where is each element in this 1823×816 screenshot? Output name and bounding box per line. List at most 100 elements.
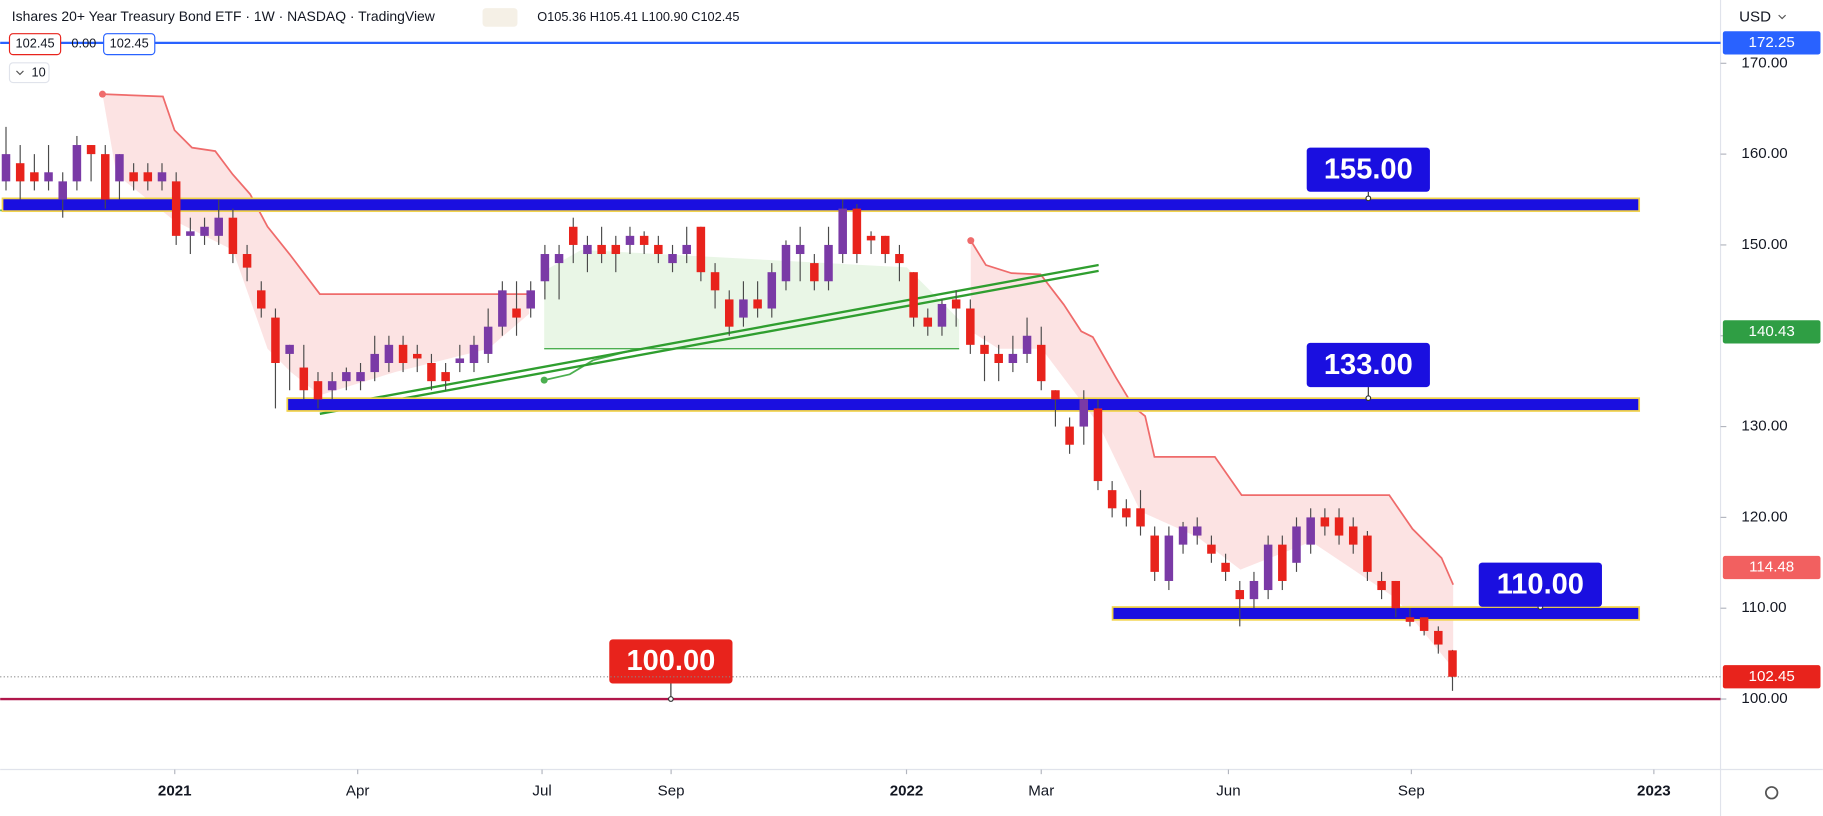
y-tick-label: 160.00 — [1741, 145, 1787, 162]
candle-body — [554, 254, 564, 264]
candle-body — [1051, 390, 1060, 400]
level-band — [286, 397, 1641, 412]
candle-body — [1192, 526, 1202, 536]
price-label: 140.43 — [1749, 323, 1795, 340]
candle-body — [1363, 535, 1372, 572]
candle-body — [526, 290, 535, 309]
candle-body — [710, 272, 720, 291]
currency[interactable]: USD — [1739, 8, 1771, 25]
candle-body — [1249, 580, 1259, 600]
trendline — [319, 263, 1099, 410]
candle-body — [597, 244, 606, 255]
ask-box — [103, 33, 156, 56]
candle-body — [257, 290, 266, 309]
level-label-box — [1306, 342, 1430, 388]
candle-body — [724, 299, 734, 327]
level-label-box — [1478, 562, 1602, 607]
x-tick-label: Sep — [658, 783, 685, 800]
candle-body — [441, 372, 450, 382]
trail-shade — [102, 94, 530, 396]
x-tick-label: Sep — [1398, 783, 1425, 800]
level-anchor — [667, 696, 674, 702]
candle-body — [1, 154, 11, 182]
indicator-toggle[interactable] — [8, 62, 50, 84]
ask: 102.45 — [110, 36, 149, 51]
level-label: 133.00 — [1324, 349, 1413, 381]
candle-body — [512, 308, 521, 318]
candle-body — [1136, 508, 1145, 527]
candle-body — [1377, 580, 1386, 591]
candle-body — [1150, 535, 1159, 572]
bid-box — [8, 33, 62, 56]
x-tick-label: Jun — [1216, 783, 1240, 800]
price-label: 172.25 — [1749, 34, 1795, 51]
candle-body — [384, 344, 394, 364]
x-tick-label: Mar — [1028, 783, 1054, 800]
y-tick-label: 170.00 — [1741, 54, 1787, 71]
candle-body — [1292, 526, 1301, 563]
candle-body — [1178, 526, 1188, 545]
trail-dot — [98, 90, 106, 98]
candle-body — [398, 344, 408, 364]
candle-body — [370, 353, 379, 373]
candle-body — [214, 217, 223, 236]
candle-body — [951, 299, 961, 309]
candle-body — [186, 231, 195, 236]
candle-body — [583, 244, 592, 255]
y-tick-label: 130.00 — [1741, 418, 1787, 435]
level-anchor — [1365, 195, 1372, 202]
candle-body — [271, 317, 280, 364]
candle-body — [895, 254, 904, 264]
candle-body — [1419, 617, 1429, 631]
candle-body — [838, 208, 847, 255]
candle-body — [540, 254, 550, 282]
trail-dot — [540, 376, 548, 384]
candle-body — [1434, 630, 1443, 645]
candle-body — [1107, 490, 1117, 509]
candle-body — [880, 235, 890, 255]
y-tick-label: 100.00 — [1741, 690, 1787, 707]
level-label: 155.00 — [1324, 154, 1413, 186]
candle-body — [611, 244, 621, 255]
level-anchor — [1365, 395, 1372, 402]
candle-body — [810, 263, 819, 282]
candle-body — [171, 181, 181, 236]
candle-body — [966, 308, 975, 345]
candle-body — [696, 226, 706, 273]
candle-body — [639, 235, 649, 245]
candle-body — [143, 172, 153, 182]
candle-body — [228, 217, 238, 255]
price-label: 114.48 — [1749, 559, 1794, 576]
candle-body — [129, 172, 138, 182]
candle-body — [58, 181, 67, 200]
candle-body — [852, 208, 862, 255]
candle-body — [30, 172, 39, 182]
level-label-box — [609, 639, 733, 684]
candle-body — [469, 344, 479, 364]
levels: 155.00 133.00 110.00 100.00 — [0, 41, 1721, 702]
candle-body — [101, 154, 110, 200]
level-label: 110.00 — [1497, 569, 1584, 601]
settings-icon[interactable] — [1764, 786, 1779, 800]
trail-line — [102, 93, 530, 295]
chevron — [16, 70, 24, 76]
x-tick-label: 2023 — [1637, 783, 1671, 800]
ohlc: O105.36 H105.41 L100.90 C102.45 — [537, 9, 739, 24]
x-tick-label: Jul — [532, 783, 551, 800]
level-band — [1111, 606, 1641, 621]
candle-body — [200, 226, 209, 236]
candle-body — [1320, 517, 1330, 527]
level-label-box — [1306, 147, 1430, 192]
candle-body — [327, 381, 337, 391]
candle-body — [1348, 526, 1358, 545]
candle-body — [1122, 508, 1131, 518]
candle-body — [668, 254, 677, 264]
candle-body — [682, 244, 691, 255]
candles — [1, 126, 1457, 691]
candle-body — [1448, 650, 1457, 677]
candle-body — [781, 244, 791, 282]
y-tick-label: 110.00 — [1741, 599, 1786, 616]
spread: 0.00 — [71, 36, 96, 51]
y-tick-label: 120.00 — [1741, 508, 1787, 525]
